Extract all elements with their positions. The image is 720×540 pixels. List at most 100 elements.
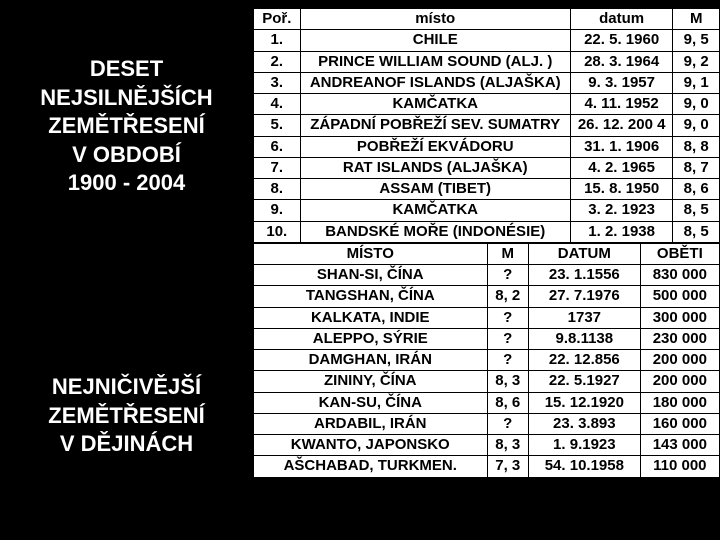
table-row: KWANTO, JAPONSKO8, 31. 9.1923143 000: [254, 435, 720, 456]
cell-date: 4. 11. 1952: [570, 94, 673, 115]
cell-date: 9. 3. 1957: [570, 72, 673, 93]
cell-order: 6.: [254, 136, 301, 157]
cell-place: POBŘEŽÍ EKVÁDORU: [300, 136, 570, 157]
cell-place: DAMGHAN, IRÁN: [254, 350, 488, 371]
table-row: 2.PRINCE WILLIAM SOUND (ALJ. )28. 3. 196…: [254, 51, 720, 72]
table-row: TANGSHAN, ČÍNA8, 227. 7.1976500 000: [254, 286, 720, 307]
cell-order: 10.: [254, 221, 301, 242]
cell-place: KWANTO, JAPONSKO: [254, 435, 488, 456]
cell-victims: 200 000: [640, 371, 719, 392]
table-header-row: Poř. místo datum M: [254, 9, 720, 30]
cell-date: 26. 12. 200 4: [570, 115, 673, 136]
title-deadliest: NEJNIČIVĚJŠÍ ZEMĚTŘESENÍ V DĚJINÁCH: [48, 373, 204, 459]
cell-magnitude: 7, 3: [487, 456, 528, 477]
cell-magnitude: 8, 3: [487, 371, 528, 392]
cell-magnitude: 8, 5: [673, 221, 720, 242]
cell-date: 4. 2. 1965: [570, 157, 673, 178]
cell-magnitude: 8, 7: [673, 157, 720, 178]
cell-place: CHILE: [300, 30, 570, 51]
cell-place: SHAN-SI, ČÍNA: [254, 265, 488, 286]
table-row: 3.ANDREANOF ISLANDS (ALJAŠKA)9. 3. 19579…: [254, 72, 720, 93]
title-line: V OBDOBÍ: [40, 141, 212, 170]
deadliest-earthquakes-table: MÍSTO M DATUM OBĚTI SHAN-SI, ČÍNA?23. 1.…: [253, 243, 720, 478]
cell-victims: 180 000: [640, 392, 719, 413]
cell-date: 1737: [528, 307, 640, 328]
table-row: 7.RAT ISLANDS (ALJAŠKA)4. 2. 19658, 7: [254, 157, 720, 178]
cell-magnitude: 9, 2: [673, 51, 720, 72]
cell-victims: 200 000: [640, 350, 719, 371]
table-row: KAN-SU, ČÍNA8, 615. 12.1920180 000: [254, 392, 720, 413]
cell-date: 27. 7.1976: [528, 286, 640, 307]
cell-date: 23. 3.893: [528, 413, 640, 434]
cell-victims: 110 000: [640, 456, 719, 477]
title-line: 1900 - 2004: [40, 169, 212, 198]
title-line: ZEMĚTŘESENÍ: [48, 402, 204, 431]
cell-magnitude: 8, 2: [487, 286, 528, 307]
cell-order: 9.: [254, 200, 301, 221]
table-row: SHAN-SI, ČÍNA?23. 1.1556830 000: [254, 265, 720, 286]
cell-date: 54. 10.1958: [528, 456, 640, 477]
cell-date: 1. 9.1923: [528, 435, 640, 456]
cell-date: 28. 3. 1964: [570, 51, 673, 72]
table-row: 4.KAMČATKA4. 11. 19529, 0: [254, 94, 720, 115]
title-strongest: DESET NEJSILNĚJŠÍCH ZEMĚTŘESENÍ V OBDOBÍ…: [40, 55, 212, 198]
title-line: ZEMĚTŘESENÍ: [40, 112, 212, 141]
right-panel: Poř. místo datum M 1.CHILE22. 5. 19609, …: [253, 0, 720, 540]
cell-victims: 160 000: [640, 413, 719, 434]
cell-magnitude: 8, 3: [487, 435, 528, 456]
title-line: DESET: [40, 55, 212, 84]
cell-order: 3.: [254, 72, 301, 93]
cell-place: PRINCE WILLIAM SOUND (ALJ. ): [300, 51, 570, 72]
cell-magnitude: 8, 5: [673, 200, 720, 221]
cell-date: 15. 8. 1950: [570, 179, 673, 200]
cell-order: 7.: [254, 157, 301, 178]
table-row: 1.CHILE22. 5. 19609, 5: [254, 30, 720, 51]
cell-magnitude: 8, 6: [673, 179, 720, 200]
cell-place: ZININY, ČÍNA: [254, 371, 488, 392]
cell-magnitude: ?: [487, 328, 528, 349]
cell-date: 31. 1. 1906: [570, 136, 673, 157]
cell-place: ZÁPADNÍ POBŘEŽÍ SEV. SUMATRY: [300, 115, 570, 136]
col-order: Poř.: [254, 9, 301, 30]
cell-magnitude: 9, 0: [673, 94, 720, 115]
cell-place: ARDABIL, IRÁN: [254, 413, 488, 434]
cell-date: 23. 1.1556: [528, 265, 640, 286]
table-row: AŠCHABAD, TURKMEN.7, 354. 10.1958110 000: [254, 456, 720, 477]
cell-date: 22. 5. 1960: [570, 30, 673, 51]
cell-magnitude: 9, 0: [673, 115, 720, 136]
cell-place: KAMČATKA: [300, 200, 570, 221]
table-row: ZININY, ČÍNA8, 322. 5.1927200 000: [254, 371, 720, 392]
cell-victims: 830 000: [640, 265, 719, 286]
table-header-row: MÍSTO M DATUM OBĚTI: [254, 243, 720, 264]
cell-place: RAT ISLANDS (ALJAŠKA): [300, 157, 570, 178]
cell-victims: 143 000: [640, 435, 719, 456]
table-row: DAMGHAN, IRÁN?22. 12.856200 000: [254, 350, 720, 371]
cell-place: AŠCHABAD, TURKMEN.: [254, 456, 488, 477]
cell-order: 2.: [254, 51, 301, 72]
cell-order: 4.: [254, 94, 301, 115]
title-line: V DĚJINÁCH: [48, 430, 204, 459]
cell-victims: 300 000: [640, 307, 719, 328]
cell-magnitude: ?: [487, 265, 528, 286]
cell-date: 22. 12.856: [528, 350, 640, 371]
cell-date: 9.8.1138: [528, 328, 640, 349]
left-panel: DESET NEJSILNĚJŠÍCH ZEMĚTŘESENÍ V OBDOBÍ…: [0, 0, 253, 540]
title-line: NEJNIČIVĚJŠÍ: [48, 373, 204, 402]
cell-place: ALEPPO, SÝRIE: [254, 328, 488, 349]
cell-date: 22. 5.1927: [528, 371, 640, 392]
cell-magnitude: ?: [487, 307, 528, 328]
cell-place: KAN-SU, ČÍNA: [254, 392, 488, 413]
cell-place: BANDSKÉ MOŘE (INDONÉSIE): [300, 221, 570, 242]
title-line: NEJSILNĚJŠÍCH: [40, 84, 212, 113]
table-row: 10.BANDSKÉ MOŘE (INDONÉSIE)1. 2. 19388, …: [254, 221, 720, 242]
cell-place: ANDREANOF ISLANDS (ALJAŠKA): [300, 72, 570, 93]
cell-magnitude: 8, 6: [487, 392, 528, 413]
table-row: 5.ZÁPADNÍ POBŘEŽÍ SEV. SUMATRY26. 12. 20…: [254, 115, 720, 136]
cell-victims: 500 000: [640, 286, 719, 307]
table-row: KALKATA, INDIE?1737300 000: [254, 307, 720, 328]
table-row: ARDABIL, IRÁN?23. 3.893160 000: [254, 413, 720, 434]
col-place: místo: [300, 9, 570, 30]
cell-place: TANGSHAN, ČÍNA: [254, 286, 488, 307]
col-victims: OBĚTI: [640, 243, 719, 264]
cell-magnitude: ?: [487, 350, 528, 371]
